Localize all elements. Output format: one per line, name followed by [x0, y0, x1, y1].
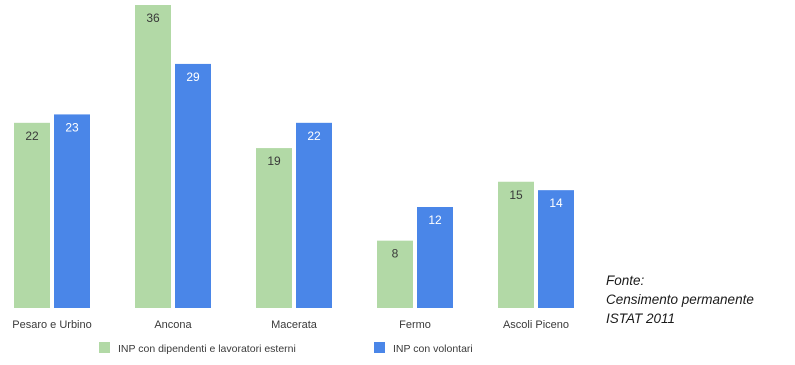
data-label-2-0: 19: [267, 154, 281, 168]
category-label: Macerata: [271, 319, 318, 331]
source-note: Fonte: Censimento permanente ISTAT 2011: [606, 271, 794, 328]
legend-swatch-0: [99, 342, 110, 353]
bar-4-0: [498, 181, 534, 308]
source-label: Fonte:: [606, 273, 645, 288]
bar-0-1: [54, 114, 90, 309]
category-label: Ancona: [154, 319, 192, 331]
bar-3-0: [377, 240, 413, 308]
bar-4-1: [538, 190, 574, 308]
category-label: Ascoli Piceno: [503, 319, 569, 331]
data-label-3-0: 8: [392, 247, 399, 261]
legend-label-1: INP con volontari: [393, 343, 473, 355]
legend-label-0: INP con dipendenti e lavoratori esterni: [118, 343, 296, 355]
legend-swatch-1: [374, 342, 385, 353]
category-label: Fermo: [399, 319, 431, 331]
data-label-1-0: 36: [146, 11, 160, 25]
source-line-1: Censimento permanente: [606, 292, 754, 307]
category-label: Pesaro e Urbino: [12, 319, 92, 331]
data-label-0-0: 22: [25, 129, 39, 143]
bar-0-0: [14, 122, 50, 308]
bar-2-1: [296, 122, 332, 308]
bar-chart: 22 23 Pesaro e Urbino 36 29 Ancona 19 22 Macerat…: [12, 5, 574, 355]
data-label-2-1: 22: [307, 129, 321, 143]
data-label-1-1: 29: [186, 70, 200, 84]
bar-1-1: [175, 63, 211, 308]
data-label-4-0: 15: [509, 188, 523, 202]
data-label-4-1: 14: [549, 196, 563, 210]
bar-3-1: [417, 207, 453, 308]
data-label-3-1: 12: [428, 213, 442, 227]
bar-1-0: [135, 5, 171, 308]
source-line-2: ISTAT 2011: [606, 311, 676, 326]
data-label-0-1: 23: [65, 120, 79, 134]
bar-2-0: [256, 148, 292, 308]
